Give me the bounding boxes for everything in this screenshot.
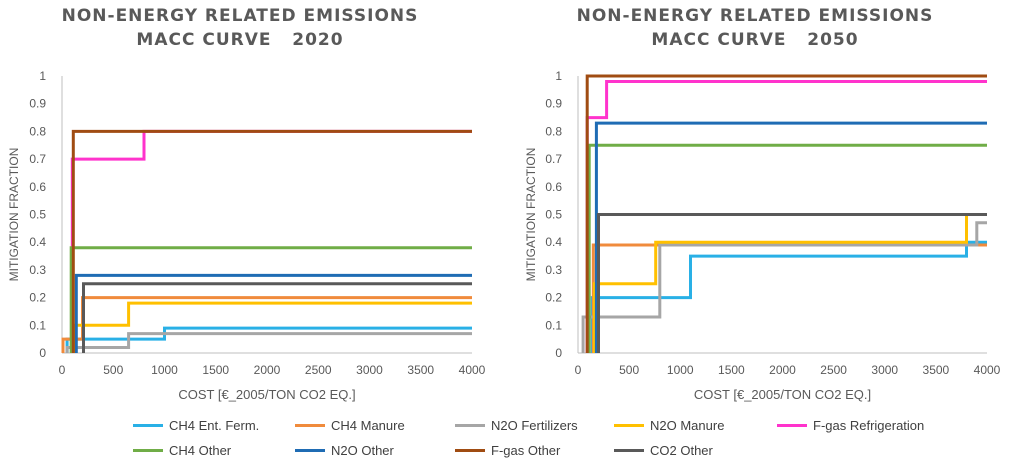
x-tick-label: 3500	[407, 363, 434, 377]
y-tick-label: 0.8	[545, 124, 562, 138]
y-tick-label: 0.3	[29, 263, 46, 277]
y-tick-label: 0.3	[545, 263, 562, 277]
x-tick-label: 4000	[459, 363, 486, 377]
y-tick-label: 0.7	[545, 152, 562, 166]
series-line-n2o-other	[74, 273, 472, 353]
x-tick-label: 500	[619, 363, 639, 377]
x-tick-label: 2500	[305, 363, 332, 377]
y-tick-label: 1	[555, 69, 562, 83]
y-tick-label: 0.1	[29, 318, 46, 332]
legend-item: N2O Other	[295, 443, 394, 458]
x-tick-label: 1000	[151, 363, 178, 377]
macc-charts: 00.10.20.30.40.50.60.70.80.910 500 1000 150…	[7, 69, 1001, 402]
legend-label: CO2 Other	[650, 443, 713, 458]
x-tick-label: 2000	[769, 363, 796, 377]
y-tick-label: 0.4	[545, 235, 562, 249]
series-line-n2o-fertilizers	[65, 332, 472, 353]
x-tick-label: 0	[575, 363, 582, 377]
legend-label: CH4 Ent. Ferm.	[169, 418, 260, 433]
legend-item: CH4 Other	[133, 443, 231, 458]
y-tick-label: 0.2	[29, 291, 46, 305]
y-axis-label: MITIGATION FRACTION	[524, 148, 538, 282]
x-tick-label: 2000	[254, 363, 281, 377]
x-tick-label: 3000	[871, 363, 898, 377]
series-line-co2-other	[82, 282, 472, 353]
y-tick-label: 0.6	[29, 180, 46, 194]
x-tick-label: 2500	[820, 363, 847, 377]
y-tick-label: 1	[39, 69, 46, 83]
legend-swatch	[295, 424, 325, 427]
legend-swatch	[295, 449, 325, 452]
legend-label: N2O Fertilizers	[491, 418, 578, 433]
legend-label: F-gas Refrigeration	[813, 418, 925, 433]
x-tick-label: 3000	[356, 363, 383, 377]
legend-swatch	[614, 424, 644, 427]
series-line-n2o-fertilizers	[581, 221, 987, 353]
x-axis-label: COST [€_2005/TON CO2 EQ.]	[694, 387, 871, 402]
legend-label: N2O Manure	[650, 418, 725, 433]
chart-title-2050: NON-ENERGY RELATED EMISSIONS MACC CURVE …	[576, 6, 934, 50]
y-tick-label: 0.5	[545, 208, 562, 222]
series-line-f-gas-other	[585, 74, 987, 353]
x-tick-label: 1000	[667, 363, 694, 377]
x-tick-label: 4000	[974, 363, 1001, 377]
series-line-f-gas-refrigeration	[70, 129, 472, 353]
series-line-ch4-other	[587, 143, 987, 353]
y-tick-label: 0.4	[29, 235, 46, 249]
legend-label: N2O Other	[331, 443, 394, 458]
y-tick-label: 0.5	[29, 208, 46, 222]
chart-panel-1: 0 0.1 0.2 0.3 0.4 0.5 0.6 0.7 0.8 0.9 1 0 500 1000 150…	[524, 69, 1001, 402]
legend-swatch	[133, 449, 163, 452]
legend-item: CO2 Other	[614, 443, 713, 458]
legend-label: CH4 Manure	[331, 418, 405, 433]
chart-legend: CH4 Ent. Ferm. CH4 Manure N2O Fertilizers N…	[0, 418, 1015, 470]
y-tick-label: 0	[39, 346, 46, 360]
legend-item: N2O Fertilizers	[455, 418, 578, 433]
chart-panel-0: 0 0.1 0.2 0.3 0.4 0.5 0.6 0.7 0.8 0.9 1 0 500 1000 150…	[7, 69, 486, 402]
y-tick-label: 0.9	[545, 97, 562, 111]
legend-swatch	[614, 449, 644, 452]
series-line-n2o-manure	[592, 213, 987, 353]
series-line-ch4-other	[69, 246, 472, 353]
y-tick-label: 0.9	[29, 97, 46, 111]
x-tick-label: 500	[103, 363, 123, 377]
legend-item: F-gas Other	[455, 443, 560, 458]
y-axis-label: MITIGATION FRACTION	[7, 148, 21, 282]
x-tick-label: 1500	[718, 363, 745, 377]
y-tick-label: 0.8	[29, 124, 46, 138]
series-line-n2o-other	[594, 121, 987, 353]
legend-item: N2O Manure	[614, 418, 724, 433]
series-line-ch4-ent-ferm-	[590, 240, 987, 353]
x-tick-label: 0	[59, 363, 66, 377]
y-tick-label: 0.6	[545, 180, 562, 194]
x-tick-label: 3500	[923, 363, 950, 377]
legend-item: CH4 Ent. Ferm.	[133, 418, 259, 433]
legend-swatch	[133, 424, 163, 427]
x-axis-label: COST [€_2005/TON CO2 EQ.]	[178, 387, 355, 402]
chart-title-2020: NON-ENERGY RELATED EMISSIONS MACC CURVE …	[61, 6, 419, 50]
series-line-ch4-ent-ferm-	[65, 326, 472, 353]
y-tick-label: 0.7	[29, 152, 46, 166]
series-line-f-gas-other	[71, 129, 472, 353]
legend-swatch	[455, 449, 485, 452]
legend-item: CH4 Manure	[295, 418, 405, 433]
series-line-co2-other	[597, 213, 987, 353]
legend-swatch	[777, 424, 807, 427]
legend-item: F-gas Refrigeration	[777, 418, 924, 433]
x-tick-label: 1500	[202, 363, 229, 377]
y-tick-label: 0.2	[545, 291, 562, 305]
legend-label: CH4 Other	[169, 443, 232, 458]
y-tick-label: 0.1	[545, 318, 562, 332]
y-tick-label: 0	[555, 346, 562, 360]
legend-swatch	[455, 424, 485, 427]
legend-label: F-gas Other	[491, 443, 561, 458]
